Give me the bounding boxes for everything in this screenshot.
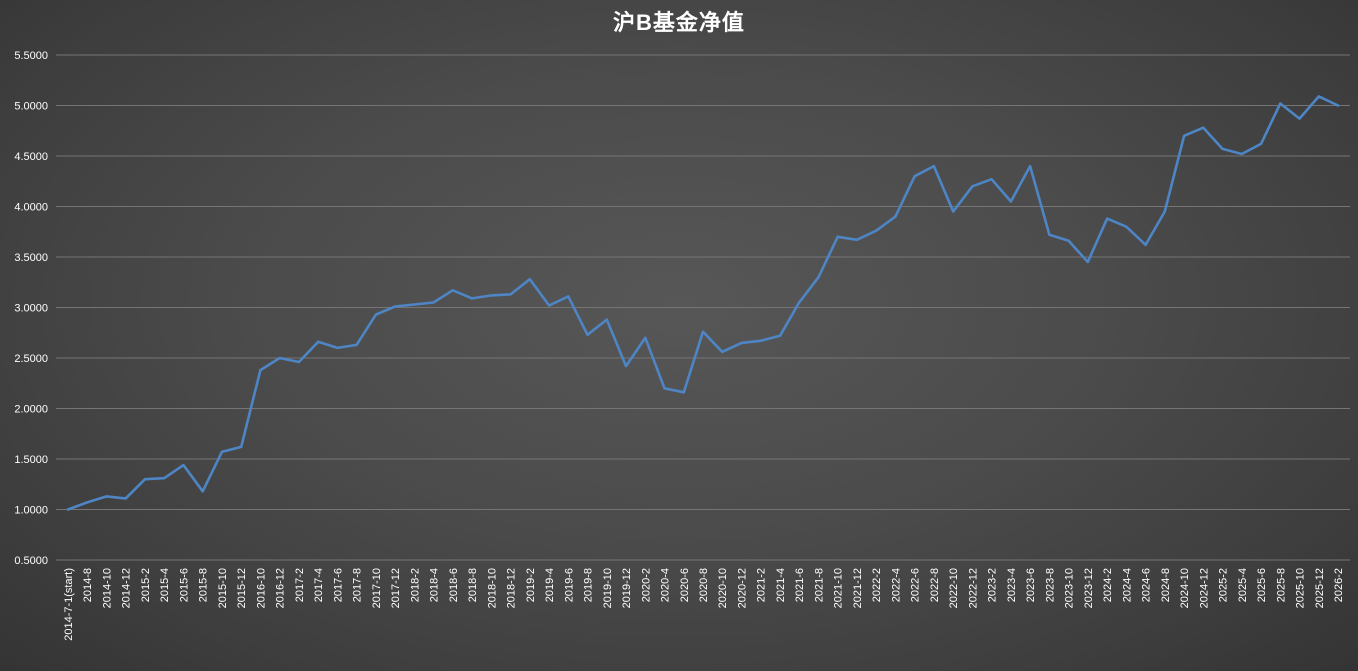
- y-axis-label: 5.0000: [14, 101, 48, 113]
- x-axis-label: 2024-12: [1198, 568, 1210, 608]
- x-axis-label: 2025-4: [1237, 568, 1249, 602]
- y-axis-label: 1.0000: [14, 505, 48, 517]
- x-axis-label: 2014-12: [121, 568, 133, 608]
- y-axis-label: 0.5000: [14, 555, 48, 567]
- x-axis-label: 2018-12: [506, 568, 518, 608]
- x-axis-label: 2020-8: [698, 568, 710, 602]
- x-axis-label: 2021-2: [756, 568, 768, 602]
- x-axis-label: 2023-6: [1025, 568, 1037, 602]
- x-axis-label: 2018-6: [448, 568, 460, 602]
- x-axis-label: 2021-6: [794, 568, 806, 602]
- x-axis-label: 2018-8: [467, 568, 479, 602]
- x-axis-label: 2015-6: [179, 568, 191, 602]
- x-axis-label: 2017-10: [371, 568, 383, 608]
- x-axis-label: 2018-4: [429, 568, 441, 602]
- y-axis-label: 2.5000: [14, 353, 48, 365]
- x-axis-label: 2023-4: [1006, 568, 1018, 602]
- x-axis-label: 2017-2: [294, 568, 306, 602]
- y-axis-label: 4.0000: [14, 202, 48, 214]
- x-axis-label: 2019-4: [544, 568, 556, 602]
- x-axis-label: 2022-6: [910, 568, 922, 602]
- series-line: [66, 95, 1340, 511]
- x-axis-label: 2019-8: [583, 568, 595, 602]
- x-axis-label: 2017-6: [332, 568, 344, 602]
- x-axis-label: 2020-4: [660, 568, 672, 602]
- y-axis-label: 1.5000: [14, 454, 48, 466]
- x-axis-label: 2024-8: [1160, 568, 1172, 602]
- y-axis-label: 3.0000: [14, 303, 48, 315]
- x-axis-label: 2014-10: [102, 568, 114, 608]
- x-axis-label: 2024-6: [1141, 568, 1153, 602]
- x-axis-label: 2021-4: [775, 568, 787, 602]
- x-axis-label: 2017-12: [390, 568, 402, 608]
- x-axis-label: 2023-12: [1083, 568, 1095, 608]
- x-axis-label: 2023-2: [987, 568, 999, 602]
- x-axis-label: 2022-4: [890, 568, 902, 602]
- y-axis-label: 5.5000: [14, 50, 48, 62]
- x-axis-label: 2022-2: [871, 568, 883, 602]
- x-axis-label: 2015-12: [236, 568, 248, 608]
- x-axis-label: 2026-2: [1333, 568, 1345, 602]
- x-axis-label: 2021-8: [814, 568, 826, 602]
- x-axis-label: 2021-10: [833, 568, 845, 608]
- x-axis-label: 2015-10: [217, 568, 229, 608]
- x-axis-label: 2015-4: [159, 568, 171, 602]
- x-axis-label: 2020-2: [640, 568, 652, 602]
- x-axis-label: 2019-10: [602, 568, 614, 608]
- y-axis-label: 2.0000: [14, 404, 48, 416]
- x-axis-label: 2024-4: [1121, 568, 1133, 602]
- y-axis-label: 3.5000: [14, 252, 48, 264]
- x-axis-label: 2020-12: [737, 568, 749, 608]
- x-axis-label: 2016-10: [255, 568, 267, 608]
- x-axis-label: 2020-6: [679, 568, 691, 602]
- x-axis-label: 2020-10: [717, 568, 729, 608]
- y-axis-label: 4.5000: [14, 151, 48, 163]
- x-axis-label: 2022-8: [929, 568, 941, 602]
- x-axis-label: 2015-2: [140, 568, 152, 602]
- x-axis-label: 2016-12: [275, 568, 287, 608]
- x-axis-label: 2017-4: [313, 568, 325, 602]
- x-axis-label: 2018-10: [486, 568, 498, 608]
- x-axis-label: 2025-6: [1256, 568, 1268, 602]
- x-axis-label: 2025-8: [1275, 568, 1287, 602]
- x-axis-label: 2018-2: [409, 568, 421, 602]
- x-axis-label: 2025-10: [1295, 568, 1307, 608]
- x-axis-label: 2019-6: [563, 568, 575, 602]
- x-axis-label: 2021-12: [852, 568, 864, 608]
- x-axis-label: 2023-10: [1064, 568, 1076, 608]
- chart-title: 沪B基金净值: [613, 10, 745, 35]
- x-axis-label: 2022-10: [948, 568, 960, 608]
- x-axis-label: 2025-12: [1314, 568, 1326, 608]
- x-axis-label: 2017-8: [352, 568, 364, 602]
- x-axis-label: 2015-8: [198, 568, 210, 602]
- x-axis-label: 2025-2: [1218, 568, 1230, 602]
- x-axis-label: 2022-12: [967, 568, 979, 608]
- x-axis-label: 2019-2: [525, 568, 537, 602]
- x-axis-label: 2024-10: [1179, 568, 1191, 608]
- x-axis-label: 2023-8: [1044, 568, 1056, 602]
- x-axis-label: 2024-2: [1102, 568, 1114, 602]
- x-axis-label: 2019-12: [621, 568, 633, 608]
- x-axis-label: 2014-7-1(start): [63, 568, 75, 641]
- x-axis-label: 2014-8: [82, 568, 94, 602]
